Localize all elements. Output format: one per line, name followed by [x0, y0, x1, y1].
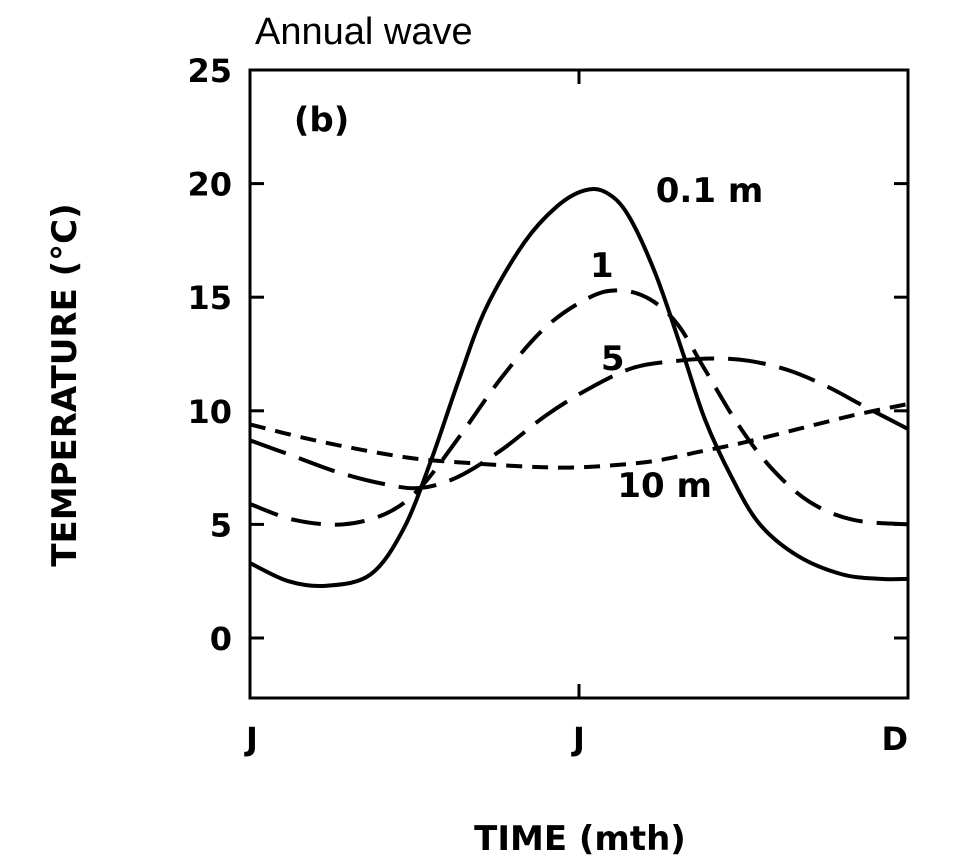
y-tick-label: 15 — [187, 279, 232, 317]
plot-frame — [248, 68, 910, 700]
x-axis-label: TIME (mth) — [474, 819, 686, 859]
series-line-1 — [249, 288, 909, 527]
annotation-label: 0.1 m — [656, 171, 764, 211]
x-tick-label: J — [244, 720, 258, 758]
annotation-label: (b) — [294, 100, 349, 140]
chart-title: Annual wave — [255, 11, 473, 53]
series-lines — [249, 187, 909, 589]
y-axis-label: TEMPERATURE (°C) — [45, 203, 85, 566]
annotation-label: 10 m — [617, 466, 712, 506]
y-tick-label: 10 — [187, 393, 232, 431]
y-tick-label: 20 — [187, 166, 232, 204]
annotations: (b) 0.1 m 1 5 10 m — [294, 100, 763, 506]
y-tick-label: 25 — [187, 52, 232, 90]
y-tick-label: 5 — [210, 506, 232, 544]
series-line-5 — [249, 356, 909, 491]
annotation-label: 1 — [590, 246, 614, 286]
annotation-label: 5 — [601, 339, 625, 379]
x-tick-label: J — [571, 720, 585, 758]
series-line-0-1-m — [249, 187, 909, 589]
series-line-10-m — [249, 402, 909, 470]
y-tick-label: 0 — [210, 620, 232, 658]
x-tick-label: D — [881, 720, 908, 758]
